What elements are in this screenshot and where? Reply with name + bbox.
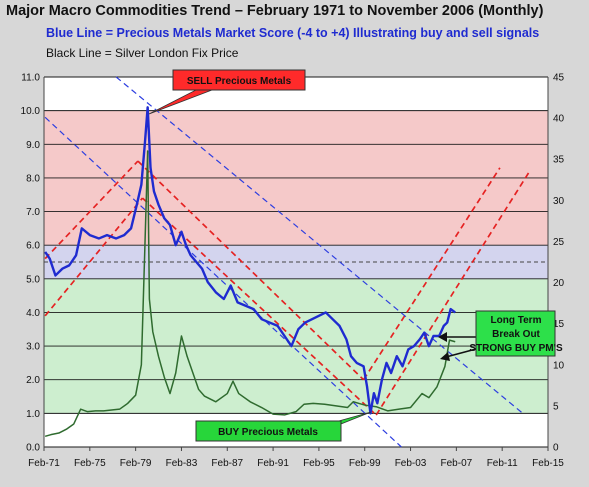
left-tick-label: 5.0 — [26, 274, 40, 285]
trend-blue-lower — [44, 116, 402, 448]
right-tick-label: 20 — [553, 278, 565, 289]
left-tick-label: 2.0 — [26, 375, 40, 386]
x-tick-label: Feb-03 — [395, 458, 427, 469]
left-axis-ticks: 0.0 1.0 2.0 3.0 4.0 5.0 6.0 7.0 8.0 9.0 10.0 11.0 — [21, 73, 41, 454]
right-tick-label: 35 — [553, 155, 565, 166]
x-tick-label: Feb-79 — [120, 458, 152, 469]
silver-price-line — [44, 150, 456, 438]
left-tick-label: 4.0 — [26, 308, 40, 319]
x-tick-label: Feb-11 — [487, 458, 518, 469]
right-tick-label: 40 — [553, 114, 565, 125]
band-lines — [44, 76, 548, 448]
sell-callout: SELL Precious Metals — [148, 69, 306, 115]
left-tick-label: 3.0 — [26, 342, 40, 353]
left-tick-label: 0.0 — [26, 443, 40, 454]
market-score-line — [44, 106, 456, 415]
breakout-line-3: STRONG BUY PM'S — [469, 343, 563, 354]
breakout-line-2: Break Out — [492, 329, 540, 340]
x-tick-label: Feb-07 — [441, 458, 473, 469]
chart-subtitle-blue-line: Blue Line = Precious Metals Market Score… — [46, 26, 540, 40]
right-tick-label: 15 — [553, 319, 565, 330]
x-tick-label: Feb-15 — [532, 458, 564, 469]
buy-label: BUY Precious Metals — [218, 427, 318, 438]
buy-callout: BUY Precious Metals — [195, 411, 372, 442]
breakout-line-1: Long Term — [491, 315, 542, 326]
breakout-callout: Long Term Break Out STRONG BUY PM'S — [438, 310, 563, 361]
trend-red-lower-up — [44, 197, 144, 317]
x-tick-label: Feb-95 — [303, 458, 335, 469]
trend-red-upper-rise — [362, 167, 501, 381]
x-tick-label: Feb-83 — [166, 458, 198, 469]
trend-red-lower-rise — [375, 170, 531, 416]
right-tick-label: 5 — [553, 401, 559, 412]
chart-subtitle-black-line: Black Line = Silver London Fix Price — [46, 46, 239, 60]
left-tick-label: 1.0 — [26, 409, 40, 420]
trend-blue-upper — [115, 76, 524, 414]
right-tick-label: 30 — [553, 196, 565, 207]
x-tick-label: Feb-99 — [349, 458, 381, 469]
right-tick-label: 10 — [553, 360, 565, 371]
x-tick-label: Feb-87 — [211, 458, 243, 469]
x-axis-ticks: Feb-71 Feb-75 Feb-79 Feb-83 Feb-87 Feb-91 Feb-… — [28, 447, 564, 469]
right-tick-label: 45 — [553, 73, 565, 84]
right-axis-ticks: 0 5 10 15 20 25 30 35 40 45 — [553, 73, 565, 454]
left-tick-label: 7.0 — [26, 207, 40, 218]
chart-title: Major Macro Commodities Trend – February… — [6, 3, 544, 19]
trend-red-upper-up — [44, 160, 139, 260]
right-tick-label: 0 — [553, 443, 559, 454]
x-tick-label: Feb-75 — [74, 458, 106, 469]
trend-channel-lines — [44, 76, 531, 448]
left-tick-label: 11.0 — [21, 73, 40, 84]
left-tick-label: 9.0 — [26, 140, 40, 151]
sell-label: SELL Precious Metals — [187, 76, 292, 87]
left-tick-label: 6.0 — [26, 241, 40, 252]
x-tick-label: Feb-71 — [28, 458, 60, 469]
x-tick-label: Feb-91 — [257, 458, 289, 469]
left-tick-label: 10.0 — [21, 106, 41, 117]
left-tick-label: 8.0 — [26, 173, 40, 184]
trend-red-upper-down — [137, 160, 365, 381]
right-tick-label: 25 — [553, 237, 565, 248]
